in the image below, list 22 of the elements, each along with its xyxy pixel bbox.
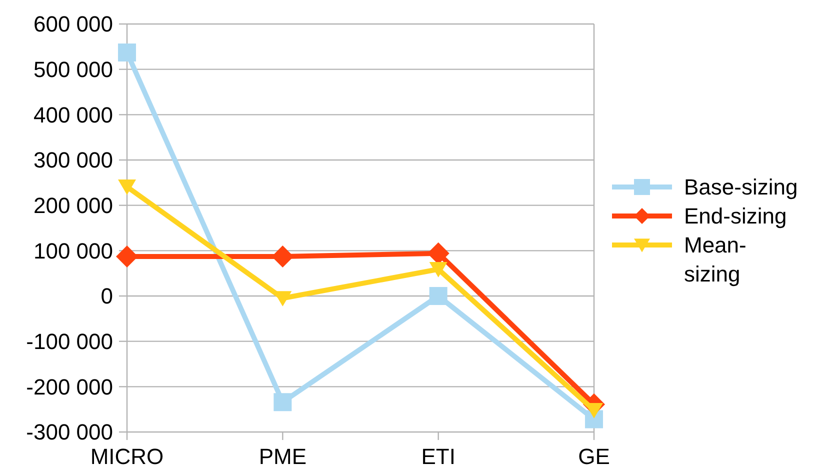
point: [429, 262, 448, 278]
legend-label: Mean-sizing: [684, 232, 746, 287]
legend-label: End-sizing: [684, 204, 787, 229]
y-tick-label: -200 000: [26, 374, 113, 400]
y-tick-label: 0: [100, 284, 113, 309]
x-tick-label: ETI: [421, 444, 456, 468]
y-tick-label: -300 000: [26, 420, 113, 445]
y-tick-label: 600 000: [33, 12, 113, 37]
x-tick-label: MICRO: [90, 444, 164, 468]
x-tick-label: PME: [258, 444, 307, 468]
y-tick-label: 100 000: [33, 238, 113, 264]
legend-label: Base-sizing: [684, 174, 798, 200]
y-tick-label: 200 000: [33, 193, 113, 218]
point: [118, 180, 136, 195]
point: [274, 393, 292, 412]
y-tick-label: 400 000: [33, 102, 113, 128]
x-tick-label: GE: [578, 444, 610, 468]
point: [118, 44, 136, 62]
point: [429, 287, 448, 305]
y-tick-label: -100 000: [26, 329, 113, 354]
y-tick-label: 300 000: [33, 148, 113, 173]
y-tick-label: 500 000: [33, 57, 113, 82]
